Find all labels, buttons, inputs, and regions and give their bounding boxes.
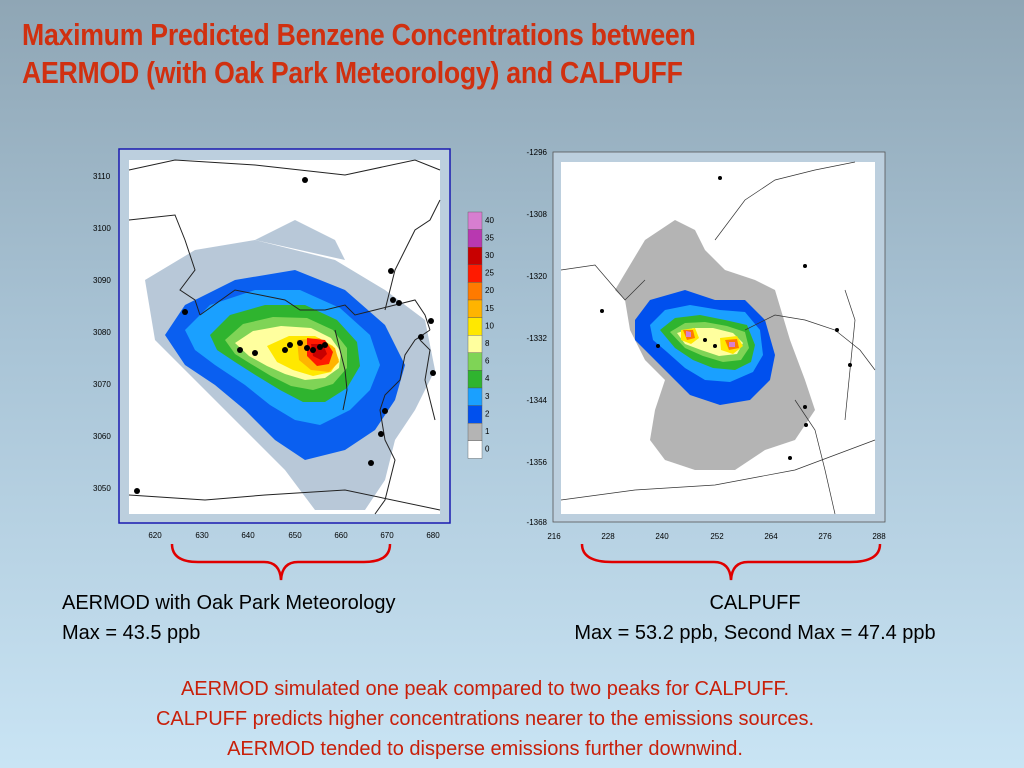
calpuff-y-tick: -1332	[527, 334, 548, 343]
calpuff-caption-title: CALPUFF	[709, 592, 801, 614]
legend-label: 10	[485, 321, 494, 330]
aermod-x-axis: 620 630 640 650 660 670 680	[148, 531, 440, 540]
calpuff-x-tick: 216	[547, 532, 561, 541]
aermod-x-tick: 680	[426, 531, 440, 540]
aermod-y-tick: 3070	[93, 380, 111, 389]
aermod-caption-max: Max = 43.5 ppb	[62, 622, 201, 644]
calpuff-y-tick: -1344	[527, 396, 548, 405]
aermod-x-tick: 640	[241, 531, 255, 540]
legend-swatch	[467, 317, 483, 336]
legend-swatch	[467, 334, 483, 353]
legend-swatch	[467, 423, 483, 442]
legend-swatch	[467, 246, 483, 265]
legend-label: 20	[485, 286, 494, 295]
calpuff-x-tick: 228	[601, 532, 615, 541]
calpuff-source-points	[600, 176, 852, 460]
legend-swatch	[467, 229, 483, 248]
legend-label: 3	[485, 392, 490, 401]
aermod-x-tick: 620	[148, 531, 162, 540]
legend-label: 40	[485, 216, 494, 225]
calpuff-caption-max: Max = 53.2 ppb, Second Max = 47.4 ppb	[574, 622, 936, 644]
legend-label: 4	[485, 374, 490, 383]
legend-label: 1	[485, 427, 490, 436]
summary-text: AERMOD simulated one peak compared to tw…	[0, 674, 970, 764]
calpuff-y-tick: -1368	[527, 518, 548, 527]
legend-label: 2	[485, 409, 490, 418]
calpuff-y-tick: -1320	[527, 272, 548, 281]
legend-label: 15	[485, 304, 494, 313]
calpuff-brace	[580, 543, 882, 581]
legend-label: 8	[485, 339, 490, 348]
legend-label: 25	[485, 269, 494, 278]
aermod-y-tick: 3080	[93, 328, 111, 337]
calpuff-y-tick: -1296	[527, 148, 548, 157]
aermod-source-points	[134, 177, 436, 494]
legend-swatch	[467, 440, 483, 459]
calpuff-caption: CALPUFF Max = 53.2 ppb, Second Max = 47.…	[520, 588, 990, 648]
legend-swatch	[467, 299, 483, 318]
aermod-contour-map: 3110 3100 3090 3080 3070 3060 3050 620 6…	[93, 148, 494, 540]
calpuff-contour-map: -1296 -1308 -1320 -1332 -1344 -1356 -136…	[527, 148, 887, 541]
calpuff-x-tick: 288	[872, 532, 886, 541]
calpuff-band-10	[681, 328, 743, 354]
aermod-brace	[170, 543, 392, 581]
aermod-x-tick: 670	[380, 531, 394, 540]
calpuff-x-tick: 240	[655, 532, 669, 541]
legend-swatch	[467, 370, 483, 389]
calpuff-y-tick: -1308	[527, 210, 548, 219]
summary-line-3: AERMOD tended to disperse emissions furt…	[227, 738, 743, 760]
legend-swatch	[467, 211, 483, 230]
aermod-x-tick: 660	[334, 531, 348, 540]
legend-label: 35	[485, 233, 494, 242]
legend-swatch	[467, 352, 483, 371]
calpuff-y-tick: -1356	[527, 458, 548, 467]
legend-swatch	[467, 405, 483, 424]
calpuff-boundary-lines	[560, 161, 876, 515]
aermod-y-tick: 3100	[93, 224, 111, 233]
summary-line-2: CALPUFF predicts higher concentrations n…	[155, 708, 815, 730]
slide-title-line-1: Maximum Predicted Benzene Concentrations…	[22, 17, 696, 52]
legend-swatch	[467, 282, 483, 301]
aermod-y-tick: 3060	[93, 432, 111, 441]
legend-label: 6	[485, 357, 490, 366]
legend-label: 0	[485, 445, 490, 454]
summary-line-1: AERMOD simulated one peak compared to tw…	[180, 678, 790, 700]
aermod-y-tick: 3090	[93, 276, 111, 285]
slide-title-line-2: AERMOD (with Oak Park Meteorology) and C…	[22, 55, 683, 90]
legend-swatch	[467, 264, 483, 283]
aermod-caption-title: AERMOD with Oak Park Meteorology	[62, 592, 396, 614]
calpuff-x-tick: 264	[764, 532, 778, 541]
calpuff-band-40	[686, 331, 735, 347]
calpuff-x-tick: 276	[818, 532, 832, 541]
calpuff-x-tick: 252	[710, 532, 724, 541]
legend-label: 30	[485, 251, 494, 260]
slide-title: Maximum Predicted Benzene Concentrations…	[22, 16, 796, 92]
aermod-x-tick: 650	[288, 531, 302, 540]
aermod-y-axis: 3110 3100 3090 3080 3070 3060 3050	[93, 172, 111, 493]
aermod-boundary-lines	[128, 159, 441, 515]
aermod-y-tick: 3050	[93, 484, 111, 493]
calpuff-x-axis: 216 228 240 252 264 276 288	[547, 532, 886, 541]
legend-swatch	[467, 387, 483, 406]
aermod-x-tick: 630	[195, 531, 209, 540]
calpuff-y-axis: -1296 -1308 -1320 -1332 -1344 -1356 -136…	[527, 148, 548, 527]
aermod-caption: AERMOD with Oak Park Meteorology Max = 4…	[62, 588, 395, 648]
aermod-y-tick: 3110	[93, 172, 111, 181]
